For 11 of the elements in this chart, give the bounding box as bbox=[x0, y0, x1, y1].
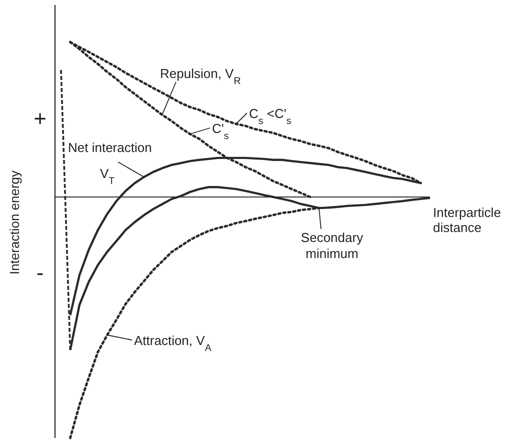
annotation: Secondary minimum bbox=[300, 230, 364, 261]
annotation: C$_{s}$ <C'$_{s}$ bbox=[249, 106, 292, 126]
x-axis-title: Interparticle distance bbox=[433, 205, 501, 235]
annotation: C'$_{s}$ bbox=[212, 121, 229, 142]
annotation: V$_{T}$ bbox=[100, 166, 115, 186]
annotation: Attraction, V$_{A}$ bbox=[134, 333, 212, 354]
text: - bbox=[36, 260, 44, 285]
annotation: Net interaction bbox=[68, 140, 152, 155]
annotation: Repulsion, V$_{R}$ bbox=[160, 66, 241, 86]
text: + bbox=[34, 106, 46, 131]
y-axis-title: Interaction energy bbox=[7, 170, 22, 275]
